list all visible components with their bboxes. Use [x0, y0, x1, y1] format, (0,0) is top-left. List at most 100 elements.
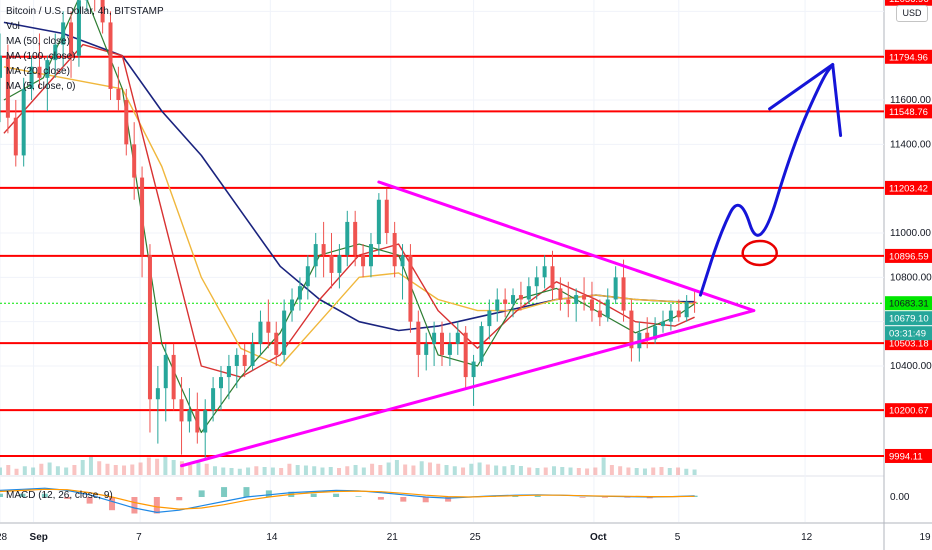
candle-body: [219, 377, 223, 389]
candle-body: [684, 301, 689, 318]
volume-bar: [105, 463, 110, 475]
macd-histogram-bar: [377, 497, 384, 500]
volume-bar: [113, 465, 118, 475]
candle-body: [645, 332, 650, 340]
candle-body: [61, 22, 66, 45]
candle-body: [313, 244, 318, 267]
candle-body: [329, 255, 334, 273]
macd-histogram-bar: [131, 497, 138, 514]
candle-body: [100, 0, 105, 23]
candle-body: [653, 326, 658, 340]
candle-body: [629, 310, 634, 349]
volume-bar: [337, 468, 342, 475]
candle-body: [613, 277, 618, 300]
macd-histogram-bar: [176, 497, 183, 501]
candle-body: [274, 332, 279, 355]
candle-body: [424, 343, 429, 355]
candle-body: [147, 255, 152, 400]
macd-histogram-bar: [534, 495, 541, 497]
level-tag-label: 12056.96: [889, 0, 929, 5]
volume-bar: [80, 460, 85, 475]
candle-body: [471, 361, 476, 378]
candle-body: [282, 310, 287, 355]
volume-bar: [452, 466, 457, 475]
macd-histogram-bar: [198, 490, 205, 497]
candle-body: [234, 354, 239, 366]
time-axis-label: 7: [136, 532, 142, 543]
candle-body: [463, 332, 468, 378]
candle-body: [69, 22, 74, 56]
macd-label[interactable]: MACD (12, 26, close, 9): [6, 490, 113, 501]
macd-histogram-bar: [153, 497, 160, 514]
price-axis-label: 11600.00: [890, 95, 931, 106]
currency-button[interactable]: USD: [896, 5, 928, 22]
candle-body: [676, 310, 681, 318]
volume-bar: [386, 462, 391, 475]
volume-bar: [39, 463, 44, 475]
candle-body: [692, 301, 697, 304]
level-tag: [885, 180, 932, 195]
volume-bar: [560, 467, 565, 475]
price-axis-label: 11000.00: [890, 228, 931, 239]
indicator-ma5[interactable]: MA (5, close, 0): [6, 81, 76, 92]
volume-bar: [353, 465, 358, 475]
volume-bar: [403, 464, 408, 475]
candle-body: [155, 388, 160, 400]
candle-body: [108, 22, 113, 89]
candle-body: [558, 288, 563, 300]
level-tag: [885, 248, 932, 263]
macd-histogram-bar: [86, 497, 93, 504]
macd-histogram-bar: [646, 497, 653, 499]
volume-bar: [6, 465, 11, 475]
price-axis-label: 11400.00: [890, 139, 931, 150]
indicator-vol[interactable]: Vol: [6, 21, 20, 32]
ma50-line: [3, 66, 695, 367]
indicator-ma20[interactable]: MA (20, close): [6, 66, 70, 77]
volume-bar: [155, 458, 160, 475]
volume-bar: [601, 457, 606, 475]
volume-bar: [179, 461, 184, 475]
candle-body: [290, 299, 295, 311]
chart-title: Bitcoin / U.S. Dollar, 4h, BITSTAMP: [6, 6, 164, 17]
volume-bar: [88, 455, 93, 475]
volume-bar: [237, 468, 242, 475]
macd-histogram-bar: [0, 493, 3, 497]
volume-bar: [676, 467, 681, 475]
macd-histogram-bar: [445, 497, 452, 502]
volume-bar: [469, 463, 474, 475]
macd-histogram-bar: [601, 497, 608, 498]
candle-body: [432, 332, 437, 344]
price-axis-label: 10800.00: [890, 272, 932, 283]
volume-bar: [626, 467, 631, 475]
candle-body: [140, 177, 145, 256]
volume-bar: [618, 466, 623, 475]
macd-histogram-bar: [41, 493, 48, 497]
indicator-ma50[interactable]: MA (50, close): [6, 36, 70, 47]
indicator-ma100[interactable]: MA (100, close): [6, 51, 76, 62]
candle-body: [21, 88, 26, 156]
level-tag-label: 10200.67: [889, 406, 929, 417]
time-axis-label: 12: [801, 532, 813, 543]
volume-bar: [667, 468, 672, 475]
candle-body: [361, 255, 366, 267]
volume-bar: [345, 466, 350, 475]
current-price-label: 10683.31: [889, 299, 929, 310]
volume-bar: [279, 468, 284, 475]
candle-body: [479, 326, 484, 362]
candle-body: [495, 299, 500, 311]
time-axis-label: Sep: [30, 532, 48, 543]
triangle-upper-line: [377, 180, 756, 313]
highlight-circle: [741, 239, 778, 267]
candle-body: [53, 44, 58, 61]
volume-bar: [510, 465, 515, 475]
volume-bar: [163, 455, 168, 475]
projection-arrow: [698, 63, 835, 297]
volume-bar: [518, 466, 523, 475]
countdown-tag: [885, 326, 932, 341]
ma-value-label: 10679.10: [889, 314, 929, 325]
volume-bar: [576, 468, 581, 475]
candle-body: [258, 321, 263, 344]
volume-bar: [436, 463, 441, 475]
candle-body: [345, 221, 350, 256]
candle-body: [37, 66, 42, 78]
